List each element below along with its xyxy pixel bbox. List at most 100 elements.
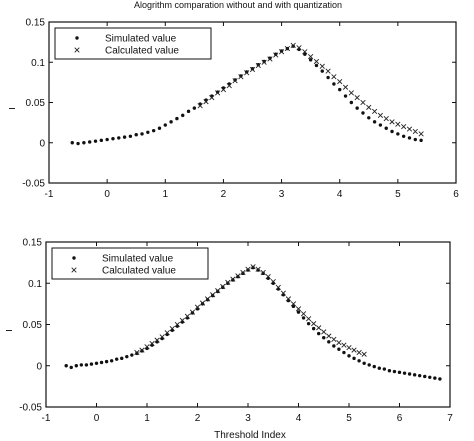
- calculated-point: [360, 99, 366, 106]
- simulated-point: [262, 59, 266, 64]
- simulated-point: [82, 141, 86, 145]
- simulated-point: [306, 321, 311, 326]
- calculated-point: [199, 300, 206, 306]
- simulated-point: [104, 359, 109, 364]
- simulated-point: [210, 293, 215, 298]
- simulated-point: [407, 136, 412, 140]
- simulated-point: [332, 82, 336, 86]
- simulated-point: [111, 137, 115, 141]
- calculated-point: [371, 108, 378, 114]
- legend-box: [54, 27, 212, 60]
- y-tick-label: 0.1: [28, 279, 42, 290]
- calculated-point: [255, 266, 261, 272]
- simulated-point: [239, 74, 243, 78]
- x-tick-label: 4: [337, 189, 343, 200]
- simulated-point: [372, 364, 376, 369]
- calculated-point: [313, 58, 320, 65]
- calculated-point: [326, 333, 332, 339]
- calculated-point: [225, 279, 231, 286]
- calculated-point: [244, 70, 250, 76]
- y-tick-label: 0.05: [23, 320, 43, 331]
- simulated-point: [64, 364, 68, 368]
- simulated-point: [303, 52, 307, 56]
- calculated-point: [354, 95, 360, 101]
- x-tick-label: 6: [453, 189, 459, 200]
- simulated-point: [355, 106, 359, 110]
- simulated-point: [233, 78, 237, 82]
- calculated-point: [341, 342, 347, 348]
- simulated-point: [84, 363, 89, 367]
- simulated-point: [221, 285, 225, 290]
- simulated-point: [433, 376, 437, 380]
- legend-label: Calculated value: [102, 266, 176, 277]
- simulated-point: [69, 365, 73, 370]
- calculated-point: [346, 344, 352, 351]
- calculated-point: [159, 334, 165, 340]
- simulated-point: [94, 361, 99, 365]
- calculated-point: [197, 103, 203, 109]
- calculated-point: [270, 278, 276, 285]
- calculated-point: [255, 62, 261, 69]
- calculated-point: [232, 78, 238, 84]
- calculated-point: [319, 63, 325, 69]
- simulated-point: [342, 350, 346, 355]
- y-tick-label: 0.15: [26, 18, 46, 29]
- calculated-point: [331, 74, 337, 80]
- calculated-point: [265, 274, 271, 280]
- simulated-point: [390, 129, 394, 134]
- simulated-point: [231, 278, 235, 282]
- simulated-point: [407, 372, 412, 376]
- simulated-point: [93, 139, 98, 143]
- simulated-point: [241, 271, 245, 276]
- x-tick-label: 1: [144, 413, 150, 424]
- simulated-point: [246, 268, 250, 272]
- simulated-point: [372, 120, 377, 124]
- calculated-point: [226, 82, 232, 89]
- simulated-point: [378, 123, 383, 127]
- simulated-point: [122, 135, 127, 139]
- calculated-point: [139, 347, 145, 353]
- calculated-point: [209, 95, 215, 101]
- simulated-point: [387, 369, 392, 373]
- bottom-chart: -1 0 1 2 3 4 5 6 7 -0.05 0 0.05 0.1 0.15 Simulated val…: [6, 238, 453, 424]
- calculated-point: [215, 288, 221, 294]
- simulated-point: [279, 49, 284, 53]
- calculated-point: [278, 49, 285, 55]
- simulated-point: [349, 100, 354, 105]
- simulated-point: [308, 58, 313, 62]
- simulated-point: [79, 363, 84, 367]
- simulated-point: [418, 373, 422, 378]
- x-tick-label: 2: [195, 413, 201, 424]
- x-tick-label: 3: [279, 189, 285, 200]
- simulated-point: [190, 311, 195, 315]
- simulated-point: [169, 120, 173, 124]
- calculated-point: [308, 53, 314, 60]
- simulated-point: [256, 268, 260, 272]
- simulated-point: [423, 374, 427, 379]
- simulated-point: [89, 362, 94, 366]
- calculated-point: [149, 340, 155, 347]
- legend-marker-x: [74, 47, 80, 53]
- calculated-point: [238, 74, 244, 80]
- calculated-point: [418, 131, 424, 137]
- calculated-point: [296, 45, 302, 51]
- simulated-point: [125, 354, 129, 359]
- simulated-point: [337, 347, 341, 351]
- simulated-point: [134, 133, 138, 137]
- calculated-point: [134, 349, 140, 356]
- calculated-point: [179, 317, 185, 323]
- calculated-point: [144, 344, 150, 350]
- calculated-point: [284, 45, 291, 52]
- simulated-point: [343, 94, 348, 98]
- simulated-point: [99, 360, 104, 365]
- legend-marker-x: [71, 267, 77, 273]
- simulated-point: [382, 367, 387, 371]
- calculated-point: [214, 90, 221, 96]
- simulated-point: [70, 141, 74, 145]
- calculated-point: [361, 351, 367, 357]
- calculated-point: [366, 104, 372, 110]
- simulated-point: [128, 134, 133, 139]
- calculated-point: [220, 87, 227, 93]
- calculated-point: [154, 337, 160, 343]
- y-tick-label: -0.05: [22, 179, 45, 190]
